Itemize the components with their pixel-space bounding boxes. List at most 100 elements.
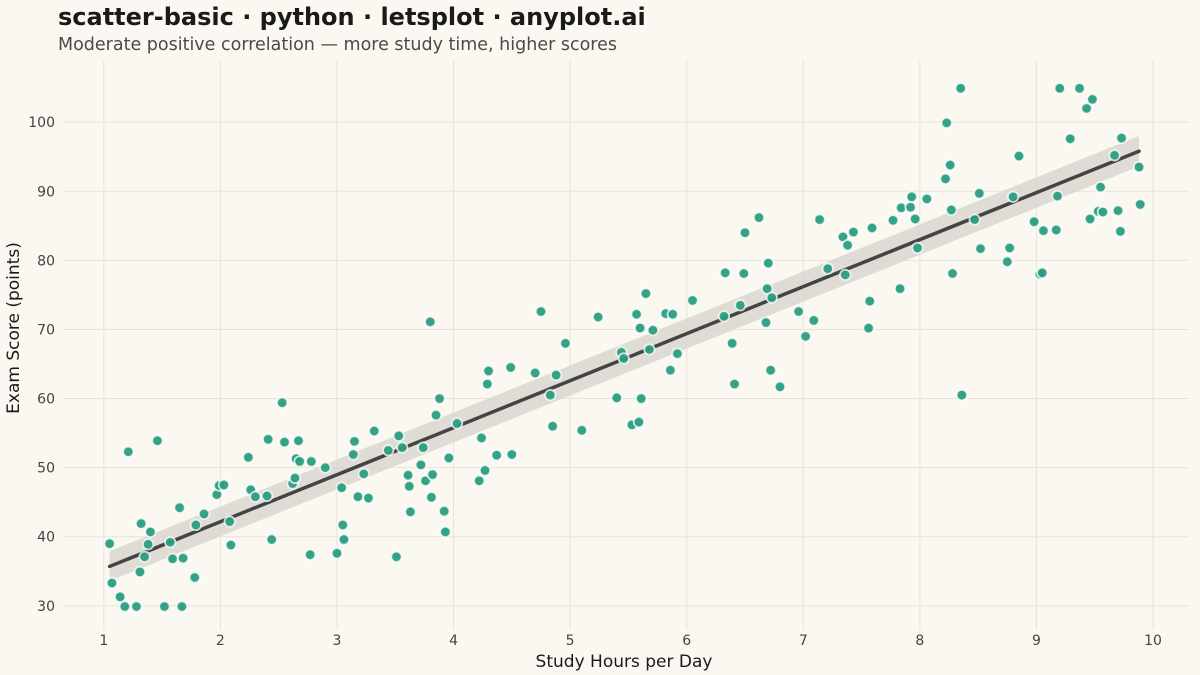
data-point bbox=[118, 600, 131, 613]
data-point bbox=[1053, 82, 1066, 95]
data-point bbox=[847, 225, 860, 239]
data-point bbox=[799, 330, 812, 343]
data-point bbox=[944, 158, 957, 172]
data-point bbox=[1007, 190, 1020, 203]
data-point bbox=[1132, 160, 1146, 174]
data-point bbox=[439, 525, 452, 538]
data-point bbox=[135, 517, 148, 530]
data-point bbox=[473, 474, 486, 487]
data-point bbox=[442, 451, 455, 465]
data-point bbox=[478, 464, 492, 477]
data-point bbox=[666, 308, 679, 321]
data-point bbox=[504, 361, 517, 374]
x-tick-label: 1 bbox=[99, 633, 108, 649]
data-point bbox=[911, 241, 924, 255]
data-point bbox=[945, 203, 958, 217]
data-point bbox=[130, 600, 143, 613]
y-axis-ticks: 30 40 50 60 70 80 90 100 bbox=[28, 115, 55, 615]
data-point bbox=[265, 533, 278, 546]
x-tick-label: 10 bbox=[1144, 633, 1162, 649]
data-point bbox=[671, 347, 684, 360]
data-point bbox=[351, 490, 365, 503]
data-point bbox=[646, 324, 659, 337]
data-point bbox=[1080, 102, 1093, 115]
data-point bbox=[1115, 131, 1128, 145]
data-point bbox=[773, 380, 787, 393]
chart-title: scatter-basic · python · letsplot · anyp… bbox=[58, 3, 646, 31]
data-point bbox=[242, 451, 255, 464]
data-point bbox=[839, 268, 852, 281]
data-point bbox=[617, 352, 630, 365]
x-tick-label: 5 bbox=[566, 633, 575, 649]
data-point bbox=[1037, 224, 1050, 237]
data-point bbox=[122, 445, 135, 458]
data-point bbox=[133, 565, 147, 579]
data-point bbox=[1111, 204, 1125, 217]
data-point bbox=[404, 505, 417, 518]
data-point bbox=[490, 449, 503, 462]
data-point bbox=[759, 316, 773, 329]
data-point bbox=[417, 441, 430, 454]
data-point bbox=[968, 213, 981, 226]
data-point bbox=[481, 377, 494, 391]
data-point bbox=[347, 448, 360, 461]
x-tick-label: 2 bbox=[216, 633, 225, 649]
data-point bbox=[293, 455, 306, 468]
data-point bbox=[550, 368, 563, 382]
data-point bbox=[382, 444, 395, 457]
data-point bbox=[904, 201, 917, 214]
data-point bbox=[1064, 132, 1077, 145]
data-point bbox=[546, 420, 559, 433]
data-point bbox=[1036, 266, 1049, 279]
data-point bbox=[292, 434, 305, 447]
data-point bbox=[841, 239, 854, 252]
data-point bbox=[862, 321, 875, 335]
data-point bbox=[632, 415, 646, 429]
data-point bbox=[396, 441, 409, 454]
data-point bbox=[1001, 255, 1014, 268]
data-point bbox=[348, 435, 361, 448]
data-point bbox=[392, 429, 405, 442]
data-point bbox=[734, 299, 747, 312]
data-point bbox=[260, 489, 274, 503]
x-axis-ticks: 1 2 3 4 5 6 7 8 9 10 bbox=[99, 633, 1162, 649]
data-point bbox=[142, 538, 155, 551]
data-point bbox=[429, 409, 443, 422]
data-point bbox=[249, 490, 262, 503]
data-point bbox=[792, 305, 805, 318]
data-point bbox=[762, 257, 775, 270]
data-point bbox=[189, 518, 203, 532]
data-point bbox=[438, 505, 451, 518]
data-point bbox=[505, 448, 518, 461]
data-point bbox=[144, 525, 157, 538]
data-point bbox=[765, 291, 778, 304]
data-point bbox=[305, 455, 318, 468]
data-point bbox=[592, 310, 605, 324]
data-point bbox=[752, 211, 766, 224]
data-point bbox=[288, 471, 302, 485]
data-point bbox=[188, 571, 201, 584]
data-point bbox=[575, 424, 588, 437]
data-point bbox=[863, 295, 876, 308]
data-point bbox=[664, 364, 677, 377]
data-point bbox=[893, 282, 907, 295]
data-point bbox=[357, 467, 370, 480]
data-point bbox=[151, 434, 164, 447]
grid bbox=[63, 60, 1188, 630]
data-point bbox=[424, 315, 437, 328]
data-point bbox=[158, 600, 171, 613]
data-point bbox=[164, 536, 177, 549]
data-point bbox=[304, 548, 317, 561]
y-tick-label: 100 bbox=[28, 115, 55, 131]
data-point bbox=[336, 518, 349, 532]
data-point bbox=[1051, 190, 1064, 203]
data-point bbox=[105, 576, 119, 590]
data-point bbox=[909, 212, 922, 226]
data-point bbox=[920, 192, 933, 205]
data-point bbox=[138, 550, 151, 563]
data-point bbox=[939, 172, 952, 185]
data-point bbox=[973, 187, 986, 200]
